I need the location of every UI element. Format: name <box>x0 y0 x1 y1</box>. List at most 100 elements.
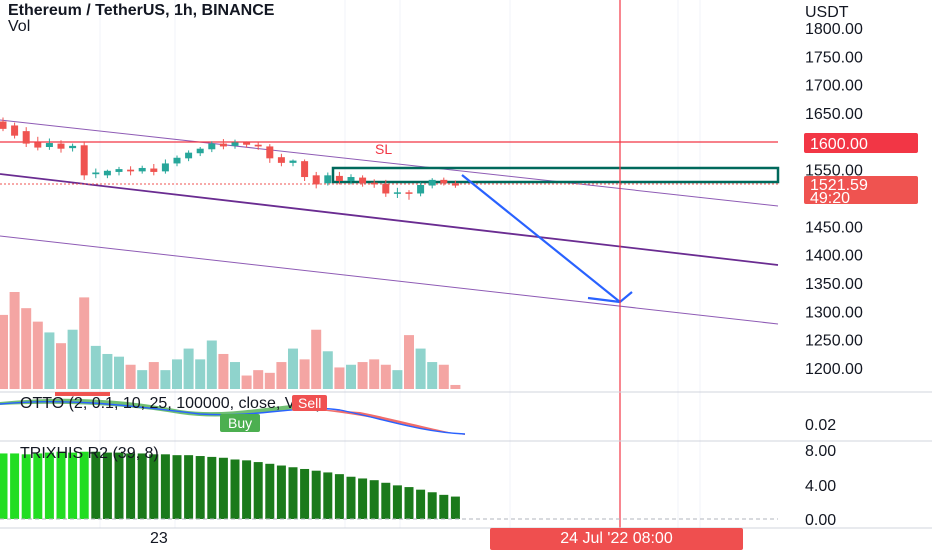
price-axis-tick: 1750.00 <box>805 49 863 66</box>
trix-bar <box>10 453 20 519</box>
otto-legend[interactable]: OTTO (2, 0.1, 10, 25, 100000, close, VAR… <box>20 395 322 412</box>
trix-bar <box>242 460 252 519</box>
trix-bar <box>207 456 217 519</box>
candle-body <box>347 177 355 181</box>
volume-bar <box>427 362 438 389</box>
arrow-head <box>587 296 621 304</box>
candle-body <box>103 170 111 176</box>
symbol-title[interactable]: Ethereum / TetherUS, 1h, BINANCE <box>8 2 275 19</box>
volume-bar <box>32 321 43 389</box>
volume-legend[interactable]: Vol <box>8 18 31 35</box>
trix-bar <box>311 470 321 519</box>
volume-bar <box>415 348 426 389</box>
volume-bar <box>218 353 229 389</box>
candle-body <box>57 143 65 149</box>
volume-bar <box>56 343 66 389</box>
volume-bar <box>195 359 206 389</box>
candle-body <box>405 192 413 194</box>
current-price-tag: 1521.59 <box>810 177 868 194</box>
zone-box[interactable] <box>331 166 780 184</box>
trix-bar <box>265 463 275 519</box>
price-axis-tick: 1300.00 <box>805 304 863 321</box>
trix-bar <box>381 482 391 519</box>
candles <box>0 117 459 200</box>
trix-tick-1: 4.00 <box>805 478 836 495</box>
trix-bar <box>91 451 101 519</box>
volume-bar <box>322 351 333 389</box>
trix-bar <box>323 472 333 519</box>
volume-bar <box>299 359 310 389</box>
trix-bar <box>102 452 112 519</box>
volume-bar <box>404 335 414 389</box>
candle-body <box>417 184 425 194</box>
candle-body <box>150 168 158 172</box>
price-axis-tick: 1450.00 <box>805 219 863 236</box>
trix-bar <box>172 455 182 519</box>
candle-body <box>22 131 30 144</box>
trix-bar <box>288 467 298 519</box>
channel-line-upper <box>0 119 779 207</box>
candle-body <box>382 183 390 194</box>
volume-bar <box>114 356 124 389</box>
trix-bar <box>195 456 205 519</box>
sl-price-tag: 1600.00 <box>810 136 868 153</box>
sell-badge: Sell <box>292 395 328 411</box>
volume-bar <box>264 372 275 389</box>
candle-body <box>69 145 77 149</box>
trix-bar <box>369 480 379 519</box>
price-axis-currency: USDT <box>805 4 849 21</box>
volume-bar <box>137 370 148 389</box>
time-cursor-tag: 24 Jul '22 08:00 <box>490 528 743 550</box>
volume-bar <box>44 332 55 389</box>
candle-body <box>243 142 251 145</box>
candle-body <box>277 157 285 163</box>
otto-hist-red <box>55 392 110 396</box>
candle-body <box>428 179 436 186</box>
candle-body <box>185 152 193 159</box>
volume-bar <box>288 348 298 389</box>
otto-pane <box>0 392 466 435</box>
candle-body <box>45 143 53 147</box>
price-axis-tick: 1250.00 <box>805 333 863 350</box>
channel-line-lower <box>0 235 779 325</box>
trix-bar <box>68 452 78 519</box>
volume-bar <box>450 384 461 389</box>
candle-body <box>266 146 274 159</box>
trix-bar <box>56 451 66 519</box>
volume-bar <box>0 314 8 389</box>
chart-grid <box>99 0 701 528</box>
trix-bar <box>160 454 170 519</box>
candle-body <box>173 157 181 164</box>
trix-legend[interactable]: TRIXHIS R2 (39, 8) <box>20 445 159 462</box>
trix-bar <box>126 453 136 519</box>
volume-bar <box>90 345 101 389</box>
price-axis-tick: 1650.00 <box>805 106 863 123</box>
trix-tick-2: 0.00 <box>805 512 836 529</box>
candle-body <box>335 175 343 181</box>
candle-body <box>115 169 123 172</box>
candle-body <box>440 179 448 184</box>
bar-countdown: 49:20 <box>810 190 850 207</box>
trix-bar <box>358 478 368 519</box>
candle-body <box>231 142 239 146</box>
candle-body <box>359 177 367 184</box>
volume-bar <box>67 329 78 389</box>
volume-bars <box>0 292 461 389</box>
volume-bar <box>102 353 113 389</box>
sl-price-tag-bg <box>804 133 918 153</box>
trix-bar <box>439 494 449 519</box>
trix-bar <box>44 452 54 519</box>
volume-bar <box>253 370 264 389</box>
volume-bar <box>148 362 159 389</box>
trix-bar <box>79 451 89 519</box>
trix-bar <box>218 457 228 519</box>
sl-label: SL <box>375 141 392 157</box>
volume-bar <box>357 362 368 389</box>
price-axis-tick: 1350.00 <box>805 276 863 293</box>
volume-bar <box>206 340 217 389</box>
trix-histogram <box>0 451 460 519</box>
trix-bar <box>184 455 194 519</box>
